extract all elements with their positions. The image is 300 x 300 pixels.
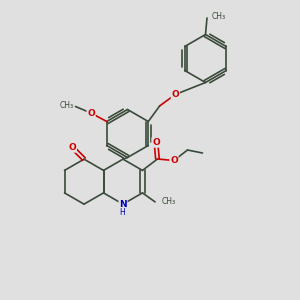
- Text: O: O: [171, 90, 179, 99]
- Text: O: O: [152, 138, 160, 147]
- Text: CH₃: CH₃: [212, 12, 226, 21]
- Text: O: O: [68, 143, 76, 152]
- Text: N: N: [119, 200, 127, 209]
- Text: CH₃: CH₃: [162, 197, 176, 206]
- Text: O: O: [87, 109, 95, 118]
- Text: CH₃: CH₃: [59, 101, 74, 110]
- Text: O: O: [170, 156, 178, 165]
- Text: H: H: [119, 208, 125, 217]
